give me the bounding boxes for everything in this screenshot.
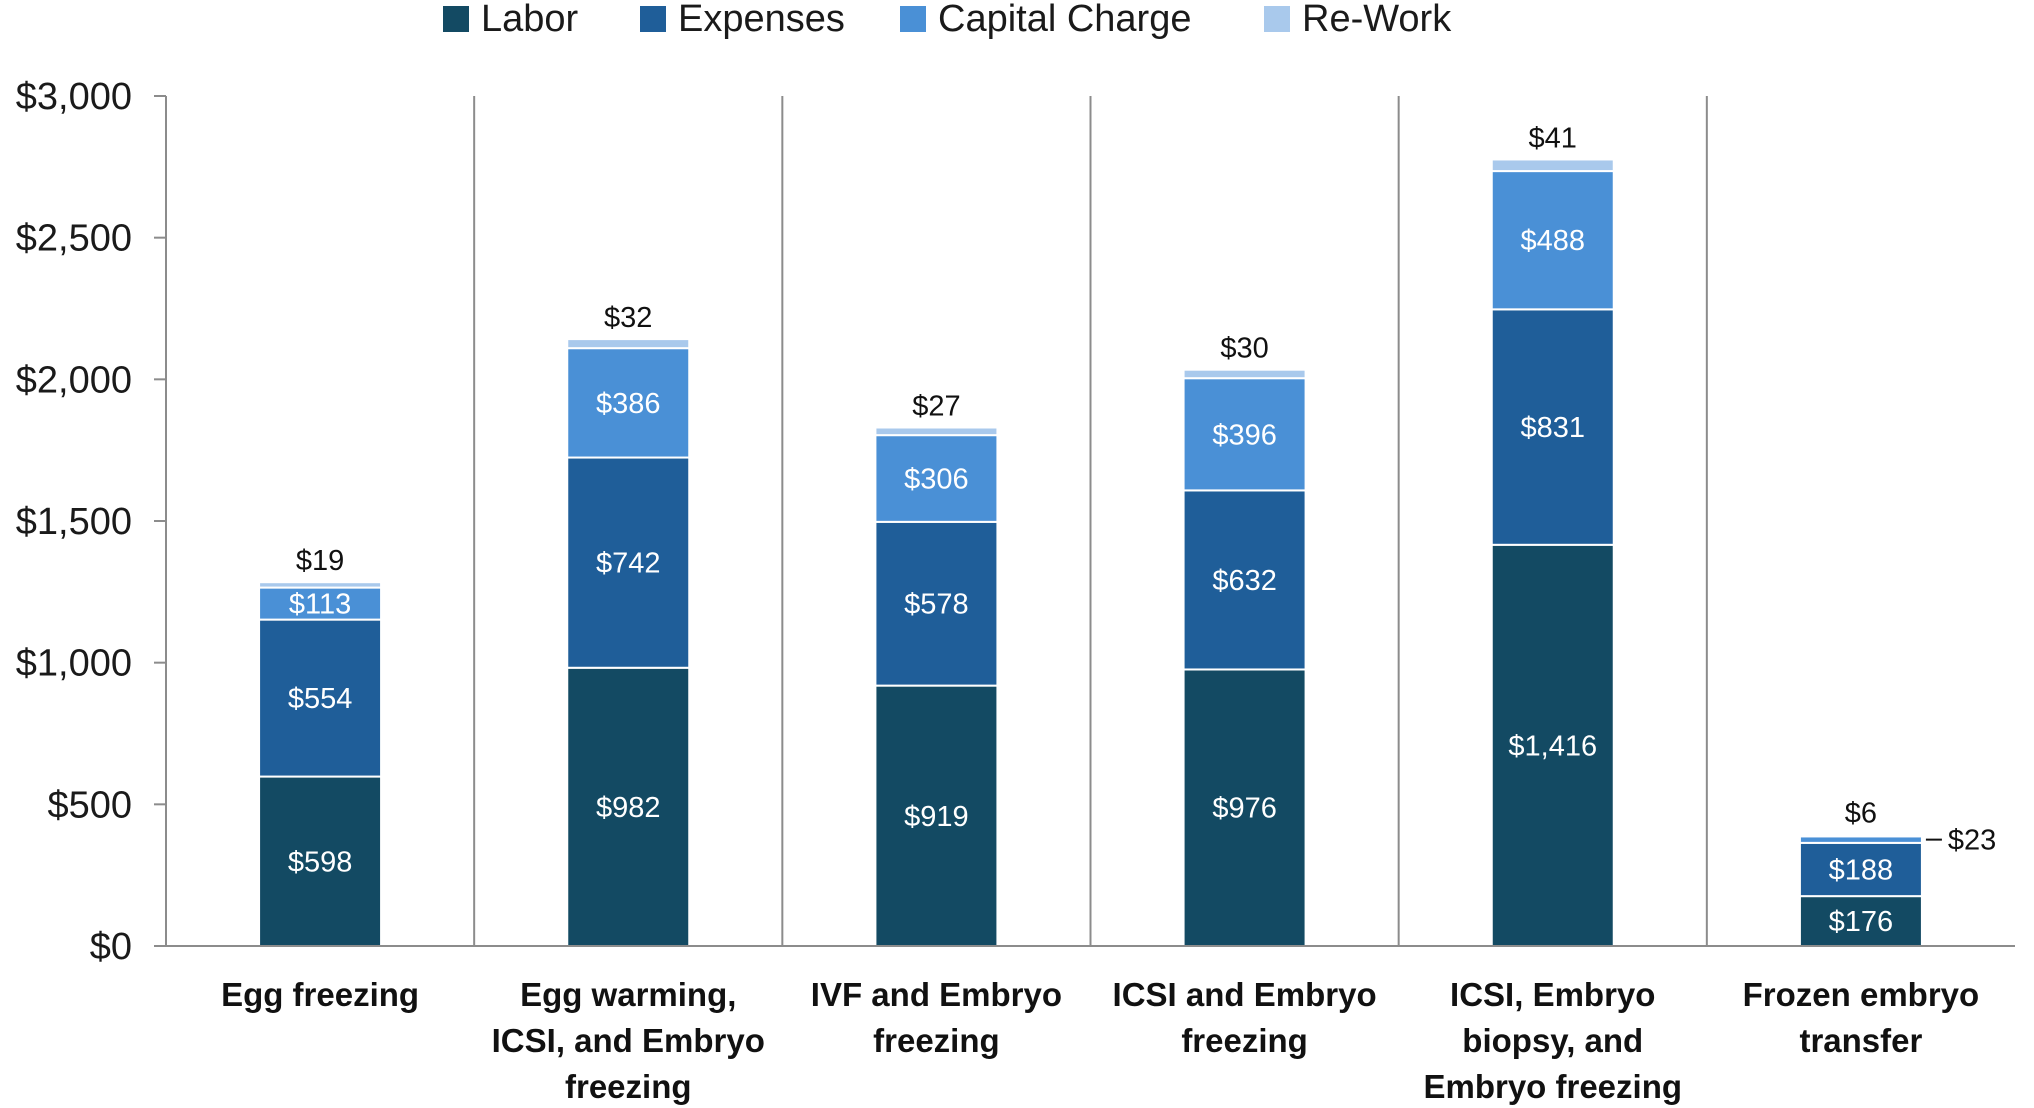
bar-segment-labor	[1490, 543, 1615, 947]
legend-label-re-work: Re-Work	[1302, 0, 1452, 40]
x-axis: Egg freezing Egg warming, ICSI, and Embryo…	[166, 945, 2015, 1105]
data-label-expenses: $578	[904, 589, 969, 621]
data-label-re-work: $6	[1845, 798, 1877, 830]
x-category-label-line: ICSI and Embryo	[1113, 976, 1377, 1013]
bar-segment-labor	[1798, 895, 1923, 948]
y-tick-label: $1,500	[16, 501, 132, 543]
bar-segment-labor	[1182, 668, 1307, 947]
legend-swatch-labor	[443, 6, 469, 32]
data-label-labor: $598	[288, 846, 353, 878]
data-label-labor: $919	[904, 801, 969, 833]
bar-segment-labor	[258, 775, 383, 947]
bar-segment-labor	[874, 684, 999, 947]
data-label-capital-charge: $396	[1212, 419, 1277, 451]
data-label-capital-charge: $386	[596, 388, 661, 420]
legend-label-capital-charge: Capital Charge	[938, 0, 1191, 40]
bar-segment-re-work	[258, 581, 383, 589]
bar-segment-expenses	[1490, 308, 1615, 546]
bar-segment-expenses	[566, 456, 691, 669]
bar-segment-re-work	[566, 338, 691, 350]
data-label-re-work: $27	[912, 391, 960, 423]
x-category-label: Frozen embryo transfer	[1743, 976, 1980, 1059]
legend-swatch-capital-charge	[900, 6, 926, 32]
data-label-expenses: $632	[1212, 565, 1277, 597]
category-separators	[473, 96, 1708, 946]
bar-segment-expenses	[1798, 841, 1923, 898]
data-label-capital-charge: $113	[289, 589, 351, 621]
data-label-labor: $976	[1212, 793, 1277, 825]
data-label-re-work: $32	[604, 302, 652, 334]
bar-segment-capital-charge	[1182, 377, 1307, 492]
data-label-re-work: $30	[1220, 333, 1268, 365]
bar-segment-re-work	[874, 426, 999, 437]
legend: Labor Expenses Capital Charge Re-Work	[443, 0, 1452, 40]
data-label-re-work: $19	[296, 545, 344, 577]
x-category-label-line: ICSI, Embryo	[1450, 976, 1655, 1013]
bar-segment-re-work	[1490, 158, 1615, 173]
legend-label-labor: Labor	[481, 0, 579, 40]
bar-segment-re-work	[1182, 368, 1307, 380]
bars: $598 $554 $113 $19 $982 $742 $386 $32 $919 $578 $3…	[258, 122, 1996, 948]
x-category-label: ICSI, Embryo biopsy, and Embryo freezing	[1423, 976, 1682, 1105]
bar-segment-capital-charge	[566, 347, 691, 459]
y-axis: $0 $500 $1,000 $1,500 $2,000 $2,500 $3,000	[16, 76, 167, 968]
y-tick-label: $0	[90, 926, 132, 968]
x-category-label-line: biopsy, and	[1462, 1022, 1643, 1059]
data-label-capital-charge: $306	[904, 464, 969, 496]
x-category-label-line: ICSI, and Embryo	[492, 1022, 765, 1059]
x-category-label: Egg freezing	[221, 976, 419, 1013]
data-label-expenses: $831	[1520, 412, 1585, 444]
y-tick-label: $2,000	[16, 359, 132, 401]
x-category-label-line: transfer	[1799, 1022, 1922, 1059]
data-label-expenses: $188	[1829, 855, 1894, 887]
x-category-label: IVF and Embryo freezing	[811, 976, 1062, 1059]
data-label-expenses: $554	[288, 683, 353, 715]
data-label-labor: $176	[1829, 906, 1894, 938]
bar-segment-capital-charge	[258, 586, 383, 621]
y-tick-label: $500	[47, 784, 132, 826]
bar-segment-expenses	[258, 618, 383, 778]
y-tick-label: $3,000	[16, 76, 132, 118]
legend-label-expenses: Expenses	[678, 0, 845, 40]
bar-segment-expenses	[874, 520, 999, 687]
data-label-expenses: $742	[596, 548, 661, 580]
x-category-label: Egg warming, ICSI, and Embryo freezing	[492, 976, 765, 1105]
data-label-labor: $982	[596, 792, 661, 824]
legend-swatch-re-work	[1264, 6, 1290, 32]
y-tick-label: $1,000	[16, 643, 132, 685]
data-label-labor: $1,416	[1508, 730, 1597, 762]
x-category-label-line: freezing	[873, 1022, 1000, 1059]
x-category-label-line: Egg freezing	[221, 976, 419, 1013]
x-category-label-line: Frozen embryo	[1743, 976, 1980, 1013]
bar-segment-capital-charge	[874, 434, 999, 523]
x-category-label-line: freezing	[1181, 1022, 1308, 1059]
y-tick-label: $2,500	[16, 218, 132, 260]
data-label-re-work: $41	[1529, 122, 1577, 154]
x-category-label-line: Embryo freezing	[1423, 1068, 1682, 1105]
data-label-capital-charge: $488	[1520, 225, 1585, 257]
bar-segment-re-work	[1798, 833, 1923, 838]
x-category-label-line: freezing	[565, 1068, 692, 1105]
bar-segment-capital-charge	[1490, 170, 1615, 311]
legend-swatch-expenses	[640, 6, 666, 32]
x-category-label: ICSI and Embryo freezing	[1113, 976, 1377, 1059]
data-label-capital-charge: $23	[1948, 825, 1996, 857]
x-category-label-line: Egg warming,	[520, 976, 736, 1013]
x-category-label-line: IVF and Embryo	[811, 976, 1062, 1013]
